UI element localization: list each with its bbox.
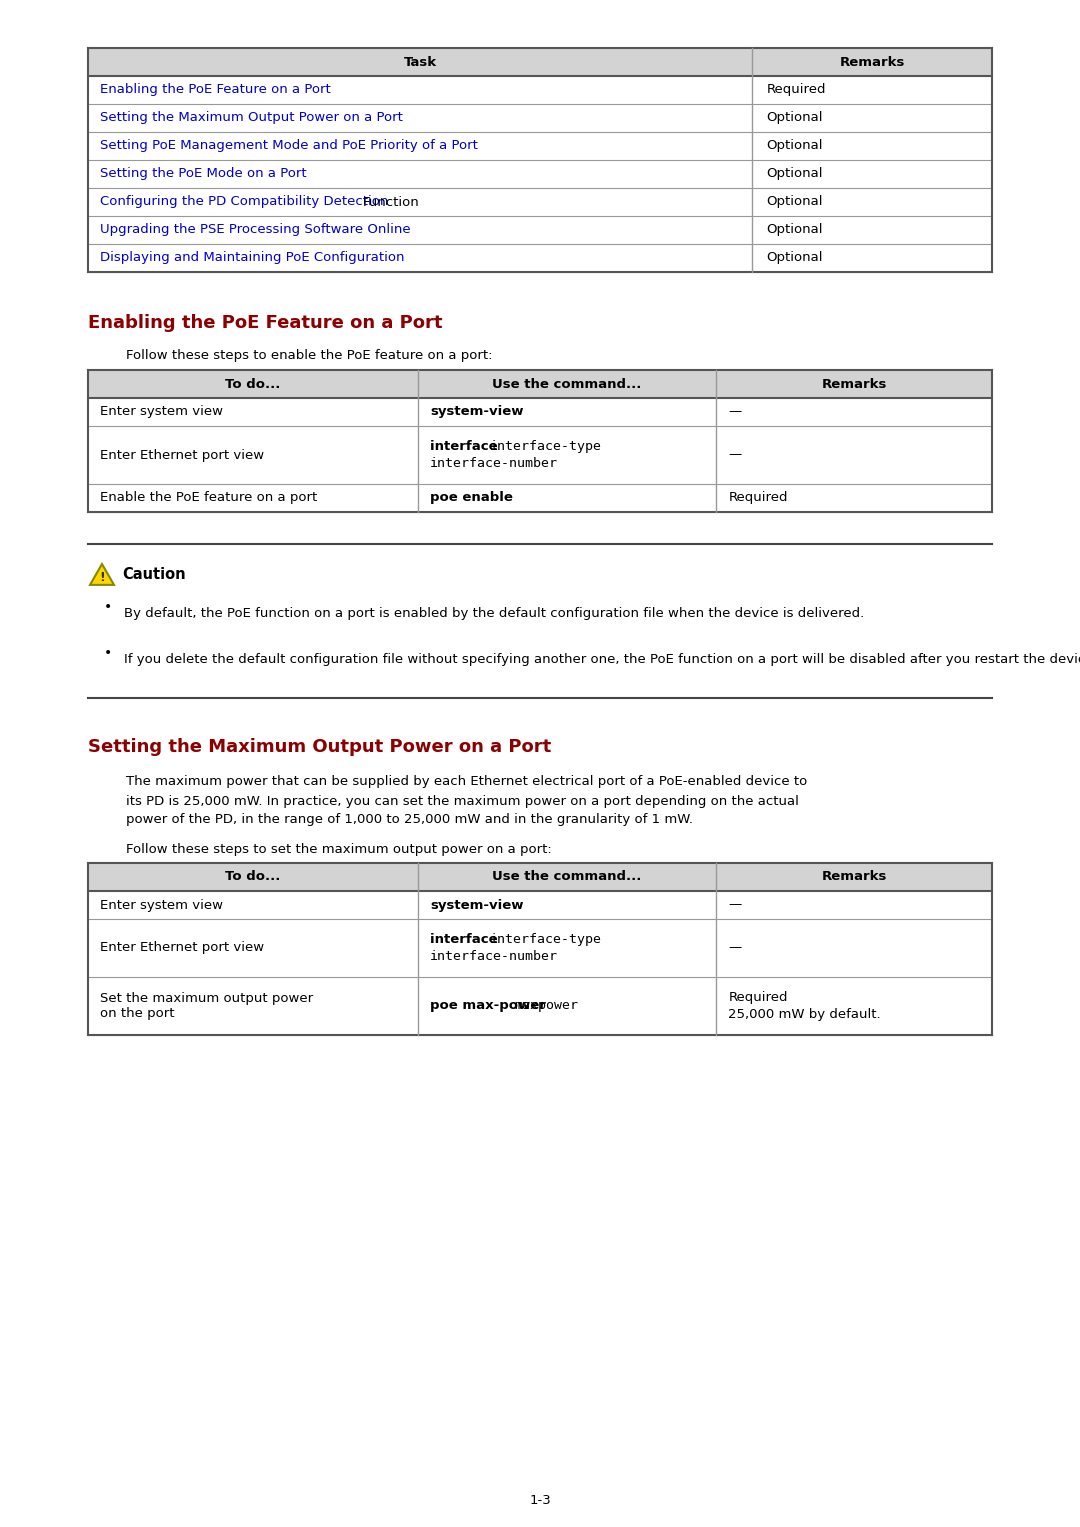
Text: —: —	[728, 449, 742, 461]
Text: 25,000 mW by default.: 25,000 mW by default.	[728, 1008, 881, 1022]
Text: interface: interface	[430, 440, 502, 454]
Text: Required: Required	[767, 84, 826, 96]
Text: To do...: To do...	[226, 870, 281, 884]
Text: By default, the PoE function on a port is enabled by the default configuration f: By default, the PoE function on a port i…	[124, 608, 864, 620]
Text: Function: Function	[362, 195, 419, 209]
Text: Caution: Caution	[122, 567, 186, 582]
Text: Remarks: Remarks	[839, 55, 905, 69]
Text: Remarks: Remarks	[822, 870, 887, 884]
Text: Enter Ethernet port view: Enter Ethernet port view	[100, 449, 265, 461]
Text: Optional: Optional	[767, 195, 823, 209]
Bar	[87, 863, 993, 890]
Text: Setting PoE Management Mode and PoE Priority of a Port: Setting PoE Management Mode and PoE Prio…	[100, 139, 477, 153]
Text: poe enable: poe enable	[430, 492, 513, 504]
Text: Required: Required	[728, 492, 787, 504]
Text: •: •	[104, 600, 112, 614]
Text: interface-number: interface-number	[430, 950, 558, 964]
Text: Displaying and Maintaining PoE Configuration: Displaying and Maintaining PoE Configura…	[100, 252, 405, 264]
Text: —: —	[728, 406, 742, 418]
Text: Optional: Optional	[767, 111, 823, 125]
Text: Enter system view: Enter system view	[100, 406, 222, 418]
Text: 1-3: 1-3	[529, 1493, 551, 1507]
Text: power of the PD, in the range of 1,000 to 25,000 mW and in the granularity of 1 : power of the PD, in the range of 1,000 t…	[126, 814, 693, 826]
Text: To do...: To do...	[226, 377, 281, 391]
Text: !: !	[99, 571, 105, 583]
Text: Optional: Optional	[767, 252, 823, 264]
Text: system-view: system-view	[430, 898, 524, 912]
Text: •: •	[104, 646, 112, 660]
Text: The maximum power that can be supplied by each Ethernet electrical port of a PoE: The maximum power that can be supplied b…	[126, 776, 807, 788]
Text: —: —	[728, 942, 742, 954]
Text: If you delete the default configuration file without specifying another one, the: If you delete the default configuration …	[124, 654, 1080, 666]
Text: Required: Required	[728, 991, 787, 1003]
Text: Optional: Optional	[767, 168, 823, 180]
Text: interface: interface	[430, 933, 502, 945]
Text: interface-type: interface-type	[490, 440, 602, 454]
Text: Setting the PoE Mode on a Port: Setting the PoE Mode on a Port	[100, 168, 307, 180]
Text: system-view: system-view	[430, 406, 524, 418]
Text: Enter system view: Enter system view	[100, 898, 222, 912]
Bar	[87, 370, 993, 399]
Text: Upgrading the PSE Processing Software Online: Upgrading the PSE Processing Software On…	[100, 223, 410, 237]
Text: maxpower: maxpower	[514, 1000, 578, 1012]
Text: Enable the PoE feature on a port: Enable the PoE feature on a port	[100, 492, 318, 504]
Text: Optional: Optional	[767, 139, 823, 153]
Text: Setting the Maximum Output Power on a Port: Setting the Maximum Output Power on a Po…	[100, 111, 403, 125]
Text: poe max-power: poe max-power	[430, 1000, 551, 1012]
Text: Optional: Optional	[767, 223, 823, 237]
Text: Configuring the PD Compatibility Detection: Configuring the PD Compatibility Detecti…	[100, 195, 393, 209]
Text: Follow these steps to enable the PoE feature on a port:: Follow these steps to enable the PoE fea…	[126, 350, 492, 362]
Text: interface-number: interface-number	[430, 457, 558, 470]
Text: —: —	[728, 898, 742, 912]
Text: Setting the Maximum Output Power on a Port: Setting the Maximum Output Power on a Po…	[87, 738, 551, 756]
Polygon shape	[90, 563, 114, 585]
Text: Use the command...: Use the command...	[492, 870, 642, 884]
Text: Task: Task	[404, 55, 436, 69]
Text: its PD is 25,000 mW. In practice, you can set the maximum power on a port depend: its PD is 25,000 mW. In practice, you ca…	[126, 794, 799, 808]
Text: Use the command...: Use the command...	[492, 377, 642, 391]
Text: Set the maximum output power
on the port: Set the maximum output power on the port	[100, 993, 313, 1020]
Text: Remarks: Remarks	[822, 377, 887, 391]
Text: interface-type: interface-type	[490, 933, 602, 945]
Bar	[87, 47, 993, 76]
Text: Follow these steps to set the maximum output power on a port:: Follow these steps to set the maximum ou…	[126, 843, 552, 855]
Text: Enter Ethernet port view: Enter Ethernet port view	[100, 942, 265, 954]
Text: Enabling the PoE Feature on a Port: Enabling the PoE Feature on a Port	[87, 315, 443, 331]
Text: Enabling the PoE Feature on a Port: Enabling the PoE Feature on a Port	[100, 84, 330, 96]
